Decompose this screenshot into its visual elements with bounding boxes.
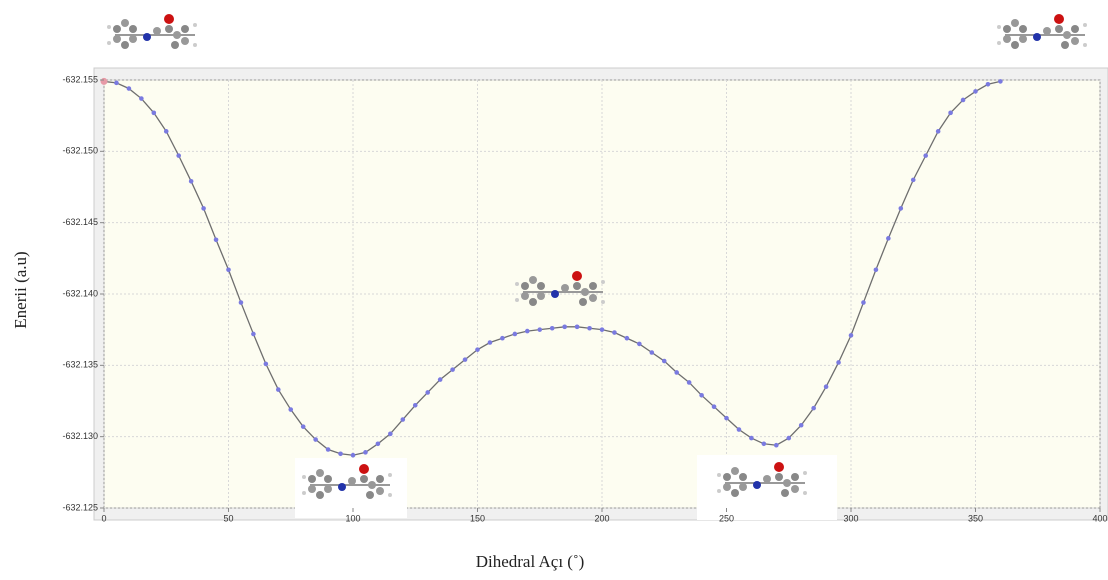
point (101, 78, 108, 85)
point (450, 367, 455, 372)
point (463, 357, 468, 362)
point (911, 178, 916, 183)
point (650, 350, 655, 355)
x-tick-label: 0 (101, 513, 106, 523)
point (637, 342, 642, 347)
point (861, 300, 866, 305)
point (762, 442, 767, 447)
point (513, 332, 518, 337)
molecule-image (107, 14, 197, 49)
point (114, 81, 119, 86)
point (201, 206, 206, 211)
x-tick-label: 350 (968, 513, 983, 523)
y-tick-label: -632.130 (62, 431, 98, 441)
point (899, 206, 904, 211)
point (276, 387, 281, 392)
point (164, 129, 169, 134)
point (674, 370, 679, 375)
y-tick-label: -632.135 (62, 360, 98, 370)
point (625, 336, 630, 341)
point (824, 384, 829, 389)
point (264, 362, 269, 367)
point (537, 327, 542, 332)
point (301, 424, 306, 429)
point (600, 327, 605, 332)
point (525, 329, 530, 334)
point (189, 179, 194, 184)
point (587, 326, 592, 331)
point (363, 450, 368, 455)
point (351, 453, 356, 458)
point (662, 359, 667, 364)
x-tick-label: 250 (719, 513, 734, 523)
point (338, 451, 343, 456)
point (288, 407, 293, 412)
point (749, 436, 754, 441)
point (712, 404, 717, 409)
point (376, 442, 381, 447)
point (836, 360, 841, 365)
point (998, 79, 1003, 84)
point (313, 437, 318, 442)
x-tick-label: 400 (1092, 513, 1107, 523)
point (425, 390, 430, 395)
point (251, 332, 256, 337)
point (550, 326, 555, 331)
point (786, 436, 791, 441)
point (699, 393, 704, 398)
x-tick-label: 100 (345, 513, 360, 523)
molecule-image (997, 14, 1087, 49)
x-tick-label: 300 (843, 513, 858, 523)
x-axis-title: Dihedral Açı (˚) (476, 552, 585, 571)
point (152, 111, 157, 116)
point (475, 347, 480, 352)
point (973, 89, 978, 94)
point (948, 111, 953, 116)
point (214, 237, 219, 242)
image-background (697, 455, 837, 520)
y-axis-title: Enerii (a.u) (11, 251, 30, 328)
point (737, 427, 742, 432)
point (239, 300, 244, 305)
point (139, 96, 144, 101)
point (562, 325, 567, 330)
y-tick-label: -632.155 (62, 74, 98, 84)
point (961, 98, 966, 103)
point (226, 267, 231, 272)
chart: Dihedral Açı (˚) Enerii (a.u) -632.125 -6… (0, 0, 1108, 580)
point (388, 432, 393, 437)
y-tick-label: -632.145 (62, 217, 98, 227)
x-tick-label: 50 (223, 513, 233, 523)
point (849, 333, 854, 338)
point (326, 447, 331, 452)
point (176, 153, 181, 158)
point (874, 267, 879, 272)
point (575, 325, 580, 330)
point (986, 82, 991, 87)
y-tick-label: -632.140 (62, 288, 98, 298)
point (724, 416, 729, 421)
point (127, 86, 132, 91)
point (438, 377, 443, 382)
point (886, 236, 891, 241)
point (799, 423, 804, 428)
x-tick-label: 200 (594, 513, 609, 523)
point (687, 380, 692, 385)
point (413, 403, 418, 408)
point (936, 129, 941, 134)
point (500, 336, 505, 341)
point (401, 417, 406, 422)
point (488, 340, 493, 345)
point (774, 443, 779, 448)
point (923, 153, 928, 158)
point (612, 330, 617, 335)
y-tick-label: -632.150 (62, 146, 98, 156)
point (811, 406, 816, 411)
y-tick-label: -632.125 (62, 502, 98, 512)
x-tick-label: 150 (470, 513, 485, 523)
